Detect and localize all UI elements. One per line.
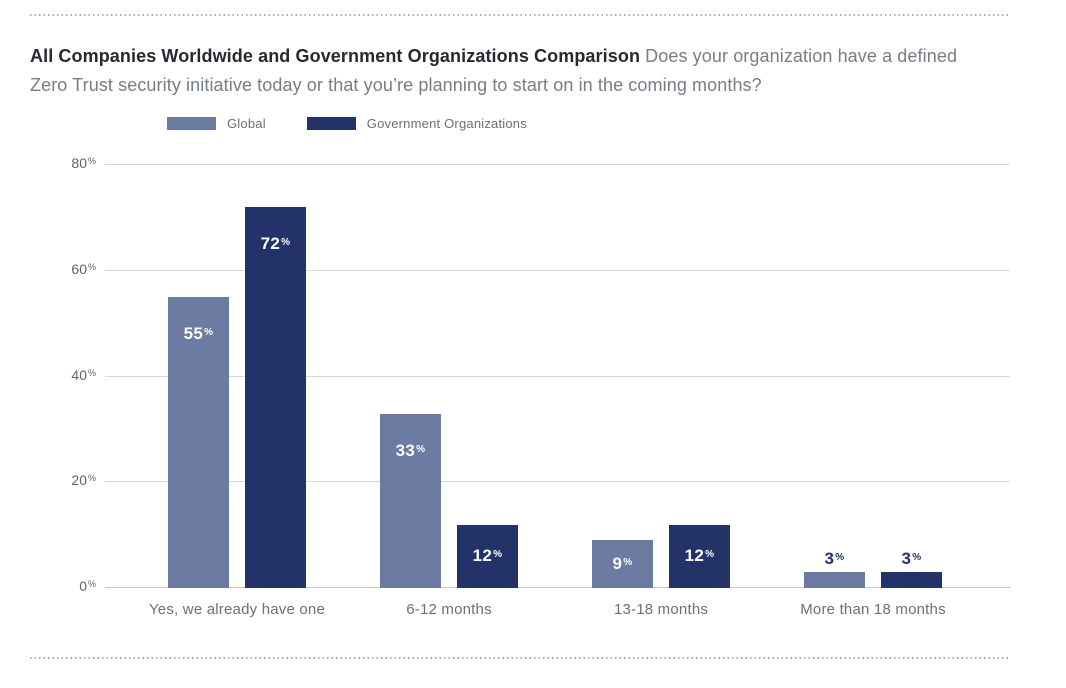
top-divider	[30, 14, 1010, 16]
bar-government-organizations-category-4: 3%	[881, 549, 942, 588]
bar-chart-plot-area: 0% 20% 40% 60% 80% 55% 72% Yes, we already have…	[71, 155, 1010, 618]
legend-label-global: Global	[227, 116, 266, 131]
legend-swatch-government-organizations	[306, 117, 356, 130]
y-axis-tick-80%: 80%	[71, 155, 96, 171]
bar-value-label-global-category-3: 9%	[612, 554, 633, 574]
gridline-80%	[105, 164, 1010, 165]
category-label-3: 13-18 months	[613, 601, 709, 618]
bar-group-1: 55% 72% Yes, we already have one	[131, 165, 343, 618]
bar-government-organizations-category-1: 72%	[245, 207, 306, 588]
legend-item-government-organizations: Government Organizations	[306, 116, 527, 131]
gridline-0%	[105, 587, 1010, 588]
bar-value-label-government-organizations-category-2: 12%	[472, 546, 503, 566]
bar-group-2: 33% 12% 6-12 months	[343, 165, 555, 618]
gridline-40%	[105, 375, 1010, 377]
bar-global-category-1: 55%	[168, 297, 229, 588]
y-axis-tick-60%: 60%	[71, 260, 96, 277]
bottom-divider	[30, 657, 1010, 659]
bar-global-category-2: 33%	[380, 413, 441, 588]
gridline-20%	[105, 481, 1010, 483]
chart-subtitle-question: Does your organization have a defined Ze…	[30, 46, 958, 95]
category-label-4: More than 18 months	[800, 601, 946, 618]
bar-government-organizations-category-3: 12%	[669, 524, 730, 588]
bar-value-label-government-organizations-category-3: 12%	[684, 546, 715, 566]
chart-legend: Global Government Organizations	[167, 116, 527, 131]
bar-value-label-global-category-1: 55%	[183, 324, 214, 344]
bar-global-category-4: 3%	[804, 549, 865, 588]
bar-government-organizations-category-2: 12%	[457, 524, 518, 588]
bar-value-label-government-organizations-category-4: 3%	[901, 549, 922, 569]
bar-value-label-global-category-2: 33%	[395, 440, 426, 460]
bar-value-label-government-organizations-category-1: 72%	[260, 234, 291, 254]
y-axis-tick-40%: 40%	[71, 366, 96, 383]
bars-row: 55% 72% Yes, we already have one 33% 12% 6-12…	[105, 165, 1010, 618]
chart-heading: All Companies Worldwide and Government O…	[30, 42, 982, 100]
legend-label-government-organizations: Government Organizations	[366, 116, 527, 131]
chart-title: All Companies Worldwide and Government O…	[30, 46, 641, 66]
bar-global-category-3: 9%	[592, 540, 653, 588]
legend-swatch-global	[167, 117, 216, 130]
gridline-60%	[105, 269, 1010, 271]
bar-value-label-global-category-4: 3%	[824, 549, 845, 569]
legend-item-global: Global	[167, 116, 266, 131]
category-label-2: 6-12 months	[406, 601, 492, 618]
y-axis-tick-0%: 0%	[79, 578, 96, 594]
bar-group-4: 3% 3% More than 18 months	[767, 165, 979, 618]
bar-group-3: 9% 12% 13-18 months	[555, 165, 767, 618]
category-label-1: Yes, we already have one	[148, 601, 326, 618]
y-axis-tick-20%: 20%	[71, 472, 96, 489]
